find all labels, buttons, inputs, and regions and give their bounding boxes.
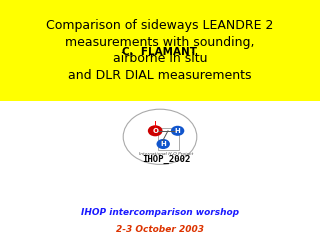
Text: H: H [160,141,166,147]
Text: C.  FLAMANT: C. FLAMANT [123,47,197,57]
Text: H: H [175,128,180,134]
Circle shape [148,125,163,136]
Text: International H₂O Project: International H₂O Project [139,152,194,156]
Text: 2-3 October 2003: 2-3 October 2003 [116,225,204,234]
Text: Comparison of sideways LEANDRE 2
measurements with sounding,
airborne in situ
an: Comparison of sideways LEANDRE 2 measure… [46,19,274,82]
Text: O: O [152,128,158,134]
Bar [158,128,179,150]
Text: IHOP_2002: IHOP_2002 [142,155,191,164]
Circle shape [156,139,170,149]
Text: IHOP intercomparison worshop: IHOP intercomparison worshop [81,208,239,217]
Bar [0,0,320,101]
Circle shape [171,126,184,136]
